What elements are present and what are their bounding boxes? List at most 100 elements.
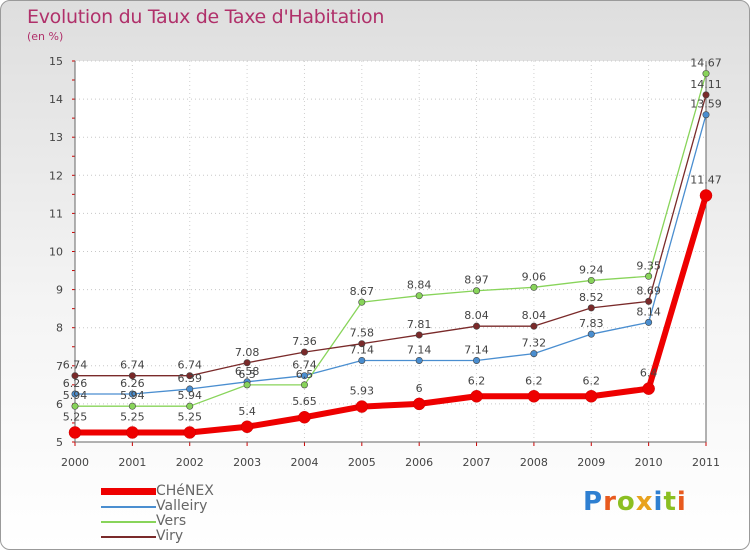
y-tick-label: 7 xyxy=(56,360,63,373)
data-label: 7.36 xyxy=(292,335,317,348)
x-tick-label: 2006 xyxy=(405,456,433,469)
legend-swatch xyxy=(101,536,156,538)
data-label: 9.24 xyxy=(579,263,604,276)
data-label: 8.84 xyxy=(407,279,432,292)
legend-swatch xyxy=(101,506,156,508)
data-point xyxy=(71,372,79,380)
logo-letter: P xyxy=(583,487,604,517)
series-line-viry xyxy=(74,94,707,377)
data-label: 6.58 xyxy=(235,365,260,378)
data-label: 7.14 xyxy=(407,343,432,356)
data-point xyxy=(243,381,251,389)
data-point xyxy=(642,382,655,395)
data-point xyxy=(358,298,366,306)
data-label: 6.2 xyxy=(583,374,601,387)
data-point xyxy=(183,426,196,439)
data-label: 14.11 xyxy=(690,78,722,91)
data-label: 5.94 xyxy=(120,389,145,402)
y-tick-label: 8 xyxy=(56,322,63,335)
data-point xyxy=(128,372,136,380)
data-point xyxy=(587,276,595,284)
data-point xyxy=(530,350,538,358)
data-label: 13.59 xyxy=(690,98,722,111)
logo-letter: o xyxy=(616,487,636,517)
data-label: 7.14 xyxy=(464,343,489,356)
data-point xyxy=(243,359,251,367)
chart-title: Evolution du Taux de Taxe d'Habitation xyxy=(27,6,385,28)
data-label: 6.74 xyxy=(63,359,88,372)
x-tick-label: 2007 xyxy=(463,456,491,469)
data-point xyxy=(412,397,426,411)
data-label: 6.26 xyxy=(63,377,88,390)
data-label: 14.67 xyxy=(690,57,722,70)
series-line-vers xyxy=(74,72,707,407)
data-point xyxy=(300,381,308,389)
data-label: 5.4 xyxy=(238,405,256,418)
logo-letter: i xyxy=(653,487,664,517)
legend-label: Viry xyxy=(156,528,184,544)
x-tick-label: 2009 xyxy=(577,456,605,469)
data-point xyxy=(298,410,311,424)
data-label: 8.97 xyxy=(464,274,489,287)
data-label: 6.2 xyxy=(525,374,543,387)
data-point xyxy=(71,390,79,398)
data-point xyxy=(358,356,366,364)
series-line-chénex xyxy=(72,192,709,436)
data-label: 8.14 xyxy=(636,305,661,318)
series-line-valleiry xyxy=(74,114,707,395)
data-label: 5.94 xyxy=(63,389,88,402)
x-tick-label: 2000 xyxy=(61,456,89,469)
data-point xyxy=(415,331,423,339)
data-label: 5.25 xyxy=(120,410,145,423)
data-point xyxy=(358,340,366,348)
data-label: 6.74 xyxy=(292,359,317,372)
data-label: 6.26 xyxy=(120,377,145,390)
logo-letter: r xyxy=(603,487,617,517)
data-point xyxy=(300,372,308,380)
data-label: 5.25 xyxy=(177,410,202,423)
data-point xyxy=(645,297,653,305)
data-label: 11.47 xyxy=(690,173,722,186)
data-point xyxy=(527,390,541,403)
data-label: 8.04 xyxy=(464,309,489,322)
y-tick-label: 10 xyxy=(49,246,63,259)
data-label: 6.5 xyxy=(238,368,256,381)
data-label: 7.83 xyxy=(579,317,604,330)
data-point xyxy=(126,426,139,439)
plot-area xyxy=(75,61,706,442)
data-point xyxy=(699,189,713,202)
data-point xyxy=(71,402,79,410)
data-point xyxy=(128,390,136,398)
x-tick-label: 2002 xyxy=(176,456,204,469)
y-tick-label: 9 xyxy=(56,284,63,297)
data-point xyxy=(186,385,194,393)
x-tick-label: 2005 xyxy=(348,456,376,469)
data-point xyxy=(415,292,423,300)
data-label: 6.74 xyxy=(120,359,145,372)
data-label: 7.32 xyxy=(522,337,547,350)
data-label: 7.58 xyxy=(350,327,375,340)
data-label: 5.93 xyxy=(350,385,375,398)
legend-label: Valleiry xyxy=(156,498,208,514)
data-point xyxy=(470,390,483,403)
y-tick-label: 12 xyxy=(49,169,63,182)
data-label: 6.2 xyxy=(468,374,486,387)
data-point xyxy=(240,420,254,434)
data-point xyxy=(645,272,653,280)
y-tick-label: 13 xyxy=(49,131,63,144)
data-point xyxy=(68,426,82,439)
data-point xyxy=(585,390,598,403)
data-point xyxy=(355,400,369,413)
legend-label: CHéNEX xyxy=(156,483,214,499)
y-tick-label: 14 xyxy=(49,93,63,106)
data-label: 7.08 xyxy=(235,346,260,359)
data-point xyxy=(128,402,136,410)
data-label: 5.65 xyxy=(292,395,317,408)
data-label: 6.5 xyxy=(296,368,314,381)
x-tick-label: 2003 xyxy=(233,456,261,469)
data-label: 5.94 xyxy=(177,389,202,402)
legend-label: Vers xyxy=(156,513,187,529)
data-label: 8.52 xyxy=(579,291,604,304)
data-point xyxy=(415,356,423,364)
